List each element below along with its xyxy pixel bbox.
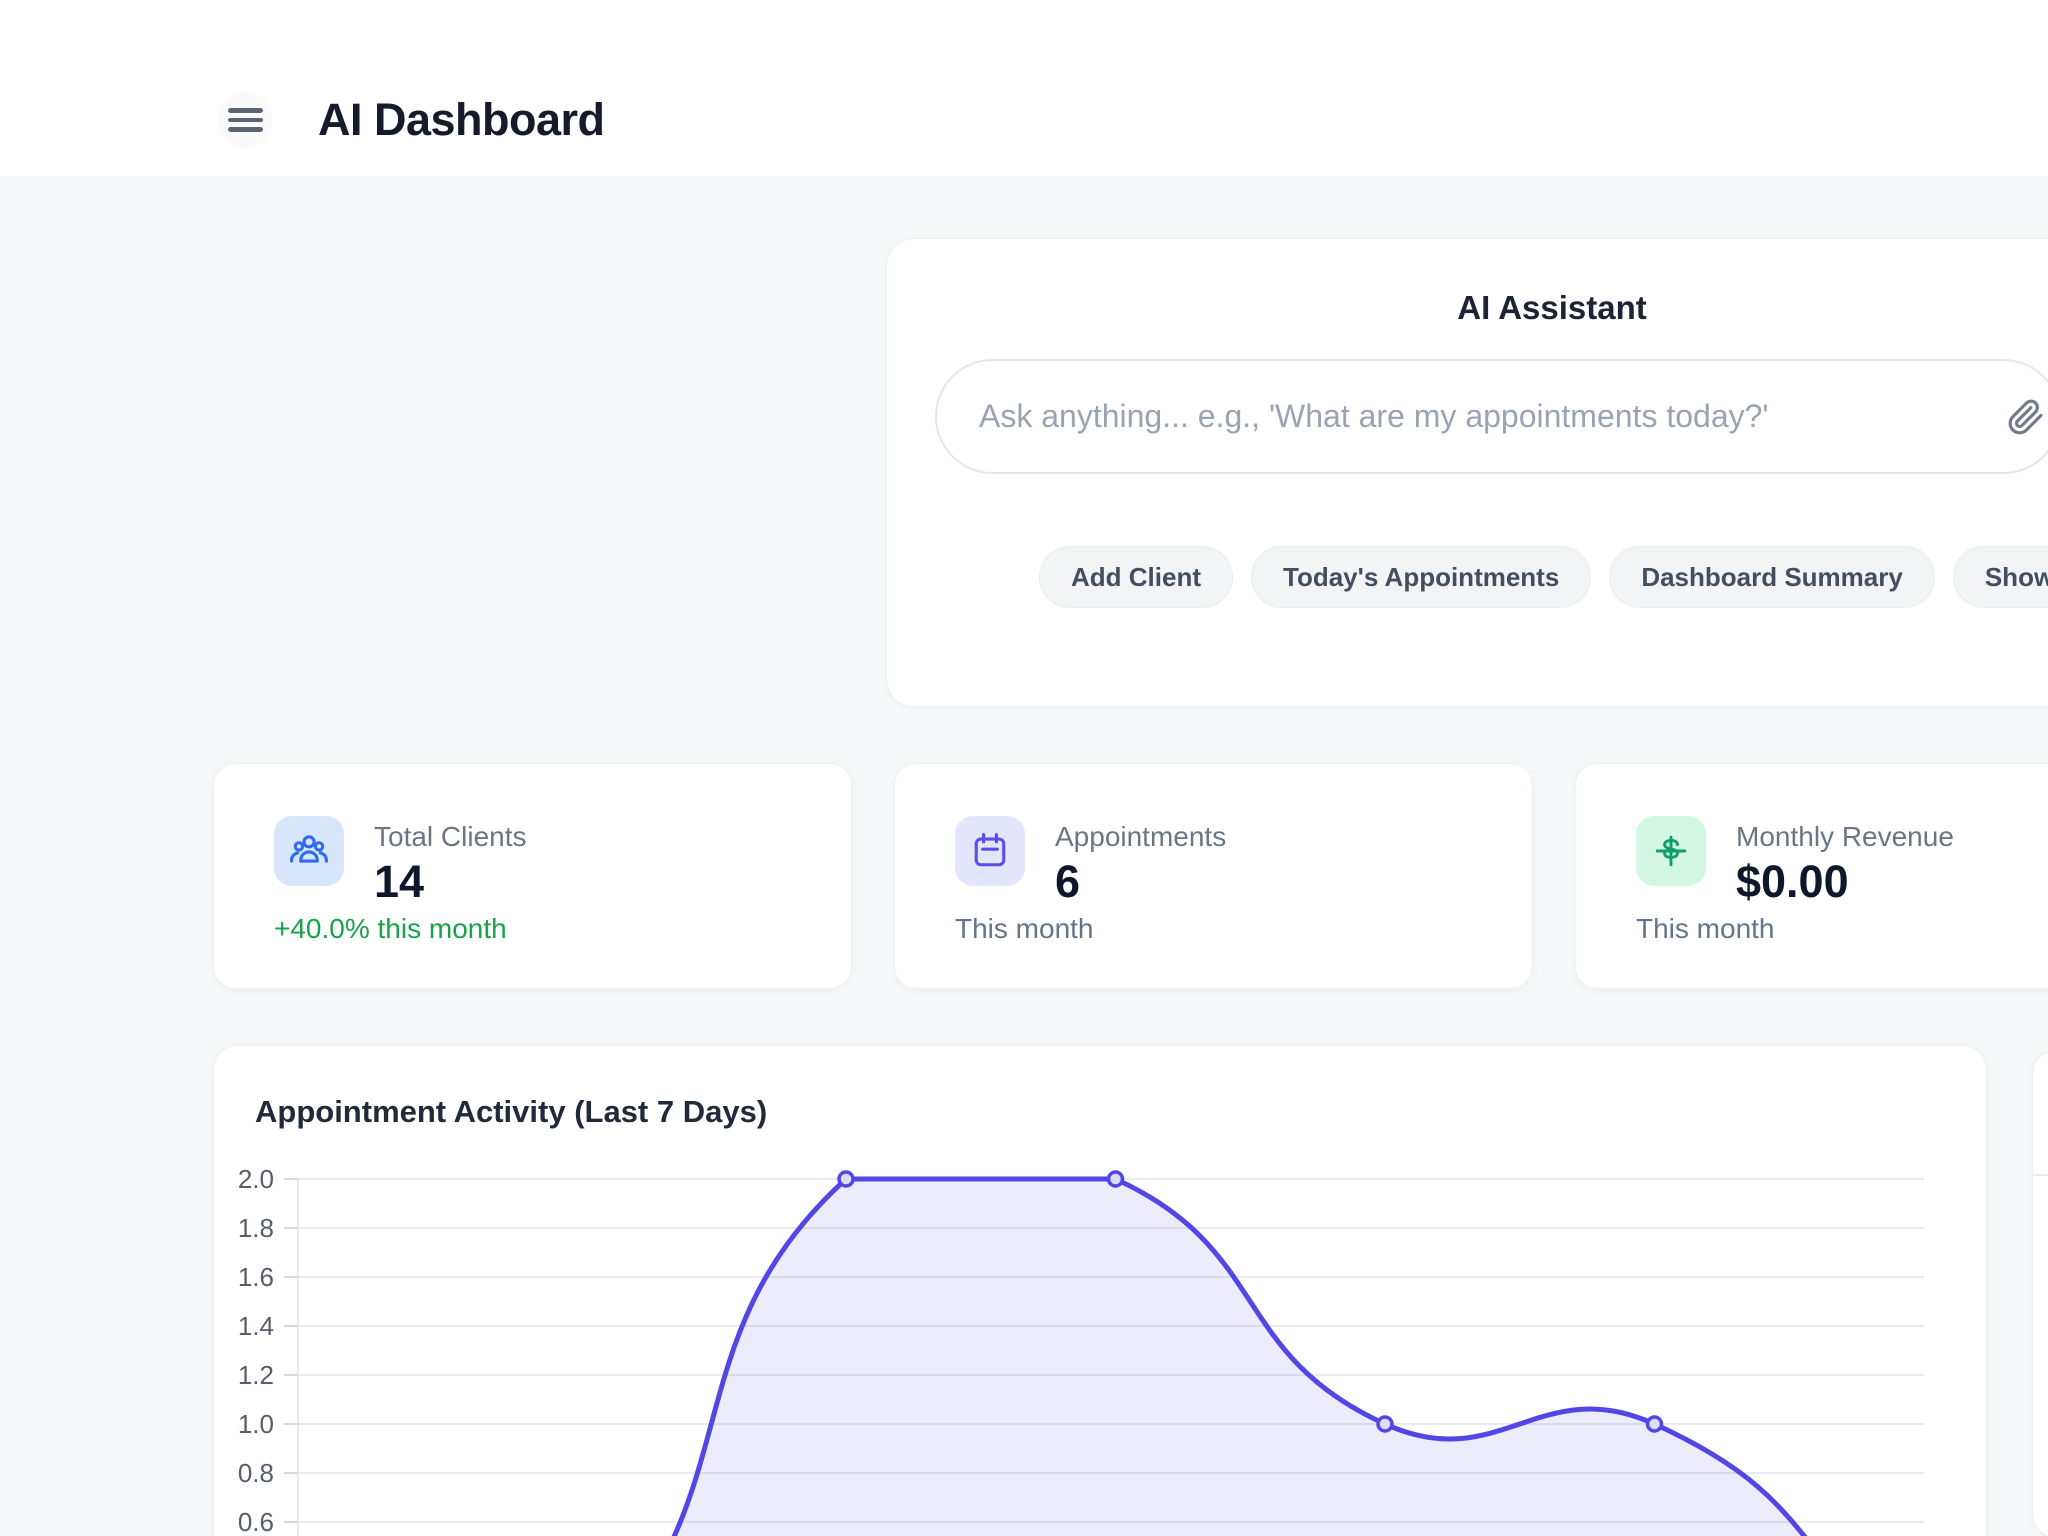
svg-text:0.6: 0.6 xyxy=(238,1507,274,1536)
stat-card-total-clients: Total Clients 14 +40.0% this month xyxy=(213,763,852,989)
ai-assistant-title: AI Assistant xyxy=(1457,289,1647,326)
page-title: AI Dashboard xyxy=(318,94,605,145)
stat-card-appointments: Appointments 6 This month xyxy=(894,763,1533,989)
paperclip-icon[interactable] xyxy=(2007,398,2045,436)
secondary-chart-card-clipped xyxy=(2032,1050,2048,1536)
quick-actions-row: Add Client Today's Appointments Dashboar… xyxy=(1039,546,2048,608)
stat-value: $0.00 xyxy=(1736,856,1849,907)
stat-label: Total Clients xyxy=(374,821,527,852)
stat-value: 14 xyxy=(374,856,425,907)
secondary-card-gridline xyxy=(2033,1174,2048,1176)
header: AI Dashboard xyxy=(0,0,2048,176)
stat-card-monthly-revenue: Monthly Revenue $0.00 This month xyxy=(1575,763,2048,989)
ai-question-input[interactable] xyxy=(935,359,2048,474)
users-icon xyxy=(274,816,344,886)
stat-value: 6 xyxy=(1055,856,1081,907)
quick-action-dashboard-summary[interactable]: Dashboard Summary xyxy=(1609,546,1935,608)
dollar-icon xyxy=(1636,816,1706,886)
activity-chart-svg: 2.0 1.8 1.6 1.4 1.2 1.0 0.8 0.6 xyxy=(238,1164,1924,1536)
quick-action-add-client[interactable]: Add Client xyxy=(1039,546,1233,608)
appointment-activity-card: Appointment Activity (Last 7 Days) 2.0 1.… xyxy=(213,1045,1987,1536)
svg-text:1.6: 1.6 xyxy=(238,1262,274,1292)
stat-label: Monthly Revenue xyxy=(1736,821,1954,852)
quick-action-show-clients[interactable]: Show Clients xyxy=(1952,546,2048,608)
stat-sub: This month xyxy=(955,913,1094,944)
svg-text:0.8: 0.8 xyxy=(238,1458,274,1488)
quick-action-todays-appointments[interactable]: Today's Appointments xyxy=(1251,546,1592,608)
ai-input-wrap xyxy=(935,359,2048,474)
stat-label: Appointments xyxy=(1055,821,1227,852)
svg-text:1.0: 1.0 xyxy=(238,1409,274,1439)
calendar-icon xyxy=(955,816,1025,886)
svg-text:1.2: 1.2 xyxy=(238,1360,274,1390)
svg-text:1.4: 1.4 xyxy=(238,1311,274,1341)
stat-sub: This month xyxy=(1636,913,1775,944)
hamburger-icon xyxy=(227,108,263,113)
hamburger-menu-button[interactable] xyxy=(218,93,272,147)
ai-assistant-card: AI Assistant Add Client Today's Appointm… xyxy=(886,238,2048,707)
svg-text:2.0: 2.0 xyxy=(238,1164,274,1194)
chart-title: Appointment Activity (Last 7 Days) xyxy=(255,1094,768,1129)
stat-delta: +40.0% this month xyxy=(274,913,507,944)
svg-text:1.8: 1.8 xyxy=(238,1213,274,1243)
